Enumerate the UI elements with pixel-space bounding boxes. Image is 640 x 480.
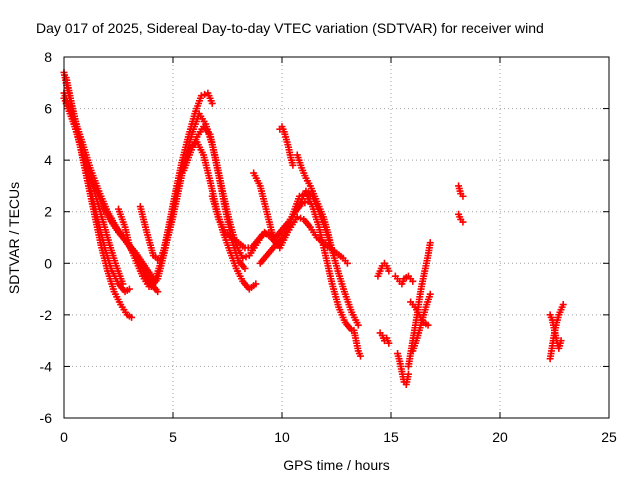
- series-track-18: [391, 272, 417, 288]
- data-point: [201, 90, 209, 98]
- data-point: [404, 370, 412, 378]
- data-point: [239, 254, 247, 262]
- y-tick-label: -6: [40, 410, 53, 426]
- series-track-16: [374, 259, 393, 280]
- y-tick-label: 6: [44, 101, 52, 117]
- data-point: [242, 253, 250, 261]
- data-point: [197, 92, 205, 100]
- data-point: [559, 301, 567, 309]
- x-tick-label: 0: [60, 429, 68, 445]
- x-tick-label: 5: [169, 429, 177, 445]
- plot-frame: [63, 56, 610, 419]
- data-point: [354, 321, 362, 329]
- chart-title: Day 017 of 2025, Sidereal Day-to-day VTE…: [36, 20, 544, 36]
- x-tick-label: 20: [492, 429, 508, 445]
- data-point: [385, 267, 393, 275]
- data-point: [424, 321, 432, 329]
- x-axis-label: GPS time / hours: [283, 457, 390, 473]
- series-track-26: [546, 311, 565, 352]
- series-track-13: [293, 151, 336, 254]
- series-track-5: [60, 94, 127, 288]
- series-track-17: [376, 329, 393, 347]
- y-tick-label: -2: [40, 307, 53, 323]
- data-point: [208, 99, 216, 107]
- data-point: [426, 239, 434, 247]
- data-point: [426, 290, 434, 298]
- data-point: [343, 259, 351, 267]
- series-track-19: [394, 350, 412, 388]
- series-track-12: [256, 187, 362, 329]
- data-point: [241, 264, 249, 272]
- y-tick-label: 0: [44, 255, 52, 271]
- series-track-23: [455, 182, 467, 200]
- data-point: [557, 337, 565, 345]
- data-point: [459, 218, 467, 226]
- axis-ticks: 0 5 10 15 20 25 -6 -4 -2 0 2 4 6 8: [40, 49, 617, 445]
- x-tick-label: 10: [274, 429, 290, 445]
- data-point: [125, 285, 133, 293]
- series-track-15: [350, 326, 364, 360]
- data-point: [301, 199, 309, 207]
- data-point: [154, 288, 162, 296]
- data-point: [459, 192, 467, 200]
- data-point: [409, 277, 417, 285]
- y-tick-label: 4: [44, 152, 52, 168]
- data-point: [328, 246, 336, 254]
- y-tick-label: 2: [44, 204, 52, 220]
- series-track-14: [276, 123, 297, 169]
- data-point: [128, 313, 136, 321]
- x-tick-label: 25: [601, 429, 617, 445]
- x-tick-label: 15: [383, 429, 399, 445]
- data-point: [119, 280, 127, 288]
- y-axis-label: SDTVAR / TECUs: [6, 182, 22, 294]
- y-tick-label: 8: [44, 49, 52, 65]
- data-point: [385, 339, 393, 347]
- series-track-24: [455, 210, 467, 226]
- data-point: [356, 352, 364, 360]
- series-track-22: [409, 290, 434, 355]
- data-point: [252, 280, 260, 288]
- data-point: [289, 161, 297, 169]
- y-tick-label: -4: [40, 358, 53, 374]
- data-point: [297, 214, 305, 222]
- data-points: [60, 68, 567, 388]
